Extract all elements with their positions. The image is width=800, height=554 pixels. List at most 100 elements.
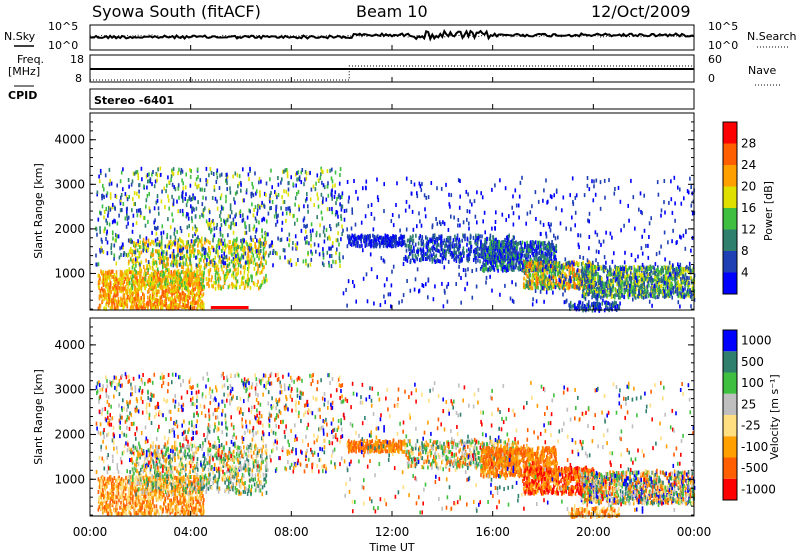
date-title: 12/Oct/2009 [591,2,691,21]
echo-cell [235,285,238,290]
echo-cell [163,264,166,269]
echo-cell [614,295,616,300]
echo-cell [171,280,174,285]
echo-cell [121,298,123,302]
echo-cell [664,287,667,291]
echo-cell [122,202,125,206]
echo-cell [666,283,668,288]
echo-cell [169,235,172,240]
echo-cell [554,272,557,277]
echo-cell [415,233,417,238]
echo-cell [478,252,481,257]
echo-cell [235,282,238,287]
echo-cell [566,264,568,269]
echo-cell [149,177,152,182]
echo-cell [638,268,641,272]
echo-cell [213,233,216,238]
echo-cell [567,286,570,291]
echo-cell [573,285,576,290]
echo-cell [676,276,678,281]
echo-cell [204,206,206,211]
echo-cell [173,231,176,236]
echo-cell [196,184,199,189]
echo-cell [539,276,541,281]
echo-cell [341,224,343,229]
echo-cell [140,296,142,300]
echo-cell [414,242,417,247]
echo-cell [179,304,181,309]
echo-cell [598,266,601,271]
echo-cell [647,273,650,277]
echo-cell [375,235,377,240]
echo-cell [113,277,115,282]
echo-cell [225,194,227,199]
echo-cell [229,214,231,219]
echo-cell [134,277,137,282]
echo-cell [106,191,109,196]
echo-cell [662,268,664,273]
echo-cell [153,305,155,310]
echo-cell [248,278,251,283]
echo-cell [271,200,274,204]
echo-cell [190,253,193,258]
echo-cell [240,238,242,243]
echo-cell [525,257,527,261]
echo-cell [673,267,676,272]
echo-cell [411,241,414,246]
echo-cell [478,246,481,251]
echo-cell [194,214,197,219]
echo-cell [657,288,659,293]
echo-cell [98,303,101,308]
echo-cell [194,196,196,201]
echo-cell [431,246,433,251]
echo-cell [233,222,236,227]
echo-cell [648,272,651,276]
echo-cell [318,252,321,257]
echo-cell [452,241,454,246]
echo-cell [230,251,232,256]
echo-cell [162,253,164,258]
echo-cell [626,268,629,273]
echo-cell [670,282,673,286]
echo-cell [132,270,134,275]
echo-cell [484,240,487,245]
echo-cell [374,237,376,242]
echo-cell [256,253,258,258]
echo-cell [129,275,132,280]
echo-cell [107,285,109,290]
echo-cell [621,276,623,281]
echo-cell [127,286,129,291]
echo-cell [124,192,127,197]
echo-cell [175,262,177,267]
echo-cell [542,273,545,277]
echo-cell [207,246,210,251]
echo-cell [231,244,233,249]
echo-cell [125,194,128,199]
echo-cell [131,229,134,234]
echo-cell [189,167,191,172]
echo-cell [196,292,198,297]
echo-cell [254,205,257,209]
echo-cell [445,240,447,245]
echo-cell [230,210,233,215]
echo-cell [220,242,223,247]
echo-cell [110,246,112,251]
echo-cell [182,240,184,245]
echo-cell [151,306,154,311]
echo-cell [492,263,494,268]
echo-cell [333,194,336,199]
echo-cell [202,273,205,278]
echo-cell [171,182,174,187]
echo-cell [640,289,642,294]
echo-cell [285,211,288,216]
echo-cell [264,278,266,283]
echo-cell [330,246,332,251]
echo-cell [97,284,100,289]
echo-cell [172,249,175,254]
echo-cell [178,286,181,290]
echo-cell [547,284,550,289]
echo-cell [256,189,258,194]
echo-cell [628,288,631,293]
echo-cell [633,287,635,292]
echo-cell [515,254,517,259]
